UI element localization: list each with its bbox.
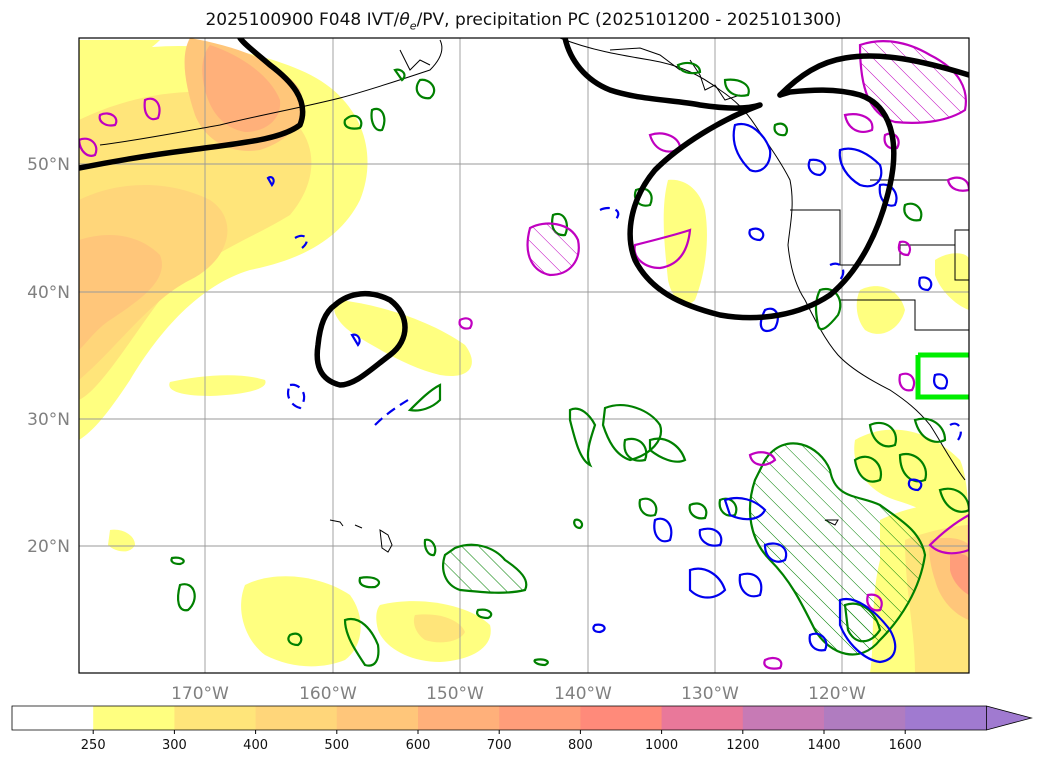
colorbar-tick-label: 250 xyxy=(81,738,106,753)
colorbar-tick-label: 800 xyxy=(568,738,593,753)
region-box xyxy=(915,352,969,400)
map-title: 2025100900 F048 IVT/θe/PV, precipitation… xyxy=(205,10,842,33)
colorbar-segment xyxy=(905,706,987,730)
colorbar-segment xyxy=(336,706,419,730)
colorbar-segment xyxy=(93,706,175,730)
lat-label: 20°N xyxy=(27,537,70,557)
lon-label: 130°W xyxy=(681,684,739,704)
colorbar-segment xyxy=(418,706,500,730)
ivt-shading xyxy=(79,38,969,673)
pv-contours xyxy=(79,38,969,388)
colorbar-tick-label: 1200 xyxy=(726,738,759,753)
lat-labels: 50°N 40°N 30°N 20°N xyxy=(27,155,70,557)
lat-label: 40°N xyxy=(27,283,70,303)
colorbar-segment xyxy=(499,706,581,730)
colorbar-segment xyxy=(824,706,906,730)
colorbar-segment xyxy=(255,706,338,730)
colorbar-segment xyxy=(580,706,663,730)
colorbar-tick-label: 1000 xyxy=(645,738,678,753)
lat-label: 30°N xyxy=(27,410,70,430)
precip-contours-blue xyxy=(266,122,962,664)
lon-label: 150°W xyxy=(426,684,484,704)
colorbar-tick-label: 500 xyxy=(324,738,349,753)
colorbar-tick-label: 400 xyxy=(243,738,268,753)
colorbar-segment xyxy=(174,706,257,730)
lat-label: 50°N xyxy=(27,155,70,175)
colorbar-segment xyxy=(742,706,825,730)
colorbar-tick-label: 1400 xyxy=(807,738,840,753)
map-frame xyxy=(78,37,970,674)
colorbar: 250 300 400 500 600 700 800 1000 1200 1400 1600 xyxy=(11,705,1033,753)
colorbar-extend-arrow xyxy=(986,705,1033,731)
precip-contours-magenta xyxy=(79,40,969,670)
lon-label: 170°W xyxy=(171,684,229,704)
colorbar-segment xyxy=(12,706,94,730)
colorbar-tick-label: 300 xyxy=(162,738,187,753)
lon-label: 120°W xyxy=(808,684,866,704)
lon-label: 140°W xyxy=(554,684,612,704)
lon-label: 160°W xyxy=(299,684,357,704)
colorbar-segment xyxy=(661,706,744,730)
colorbar-tick-label: 600 xyxy=(406,738,431,753)
lon-labels: 170°W 160°W 150°W 140°W 130°W 120°W xyxy=(171,684,866,704)
colorbar-tick-label: 1600 xyxy=(889,738,922,753)
colorbar-tick-label: 700 xyxy=(487,738,512,753)
